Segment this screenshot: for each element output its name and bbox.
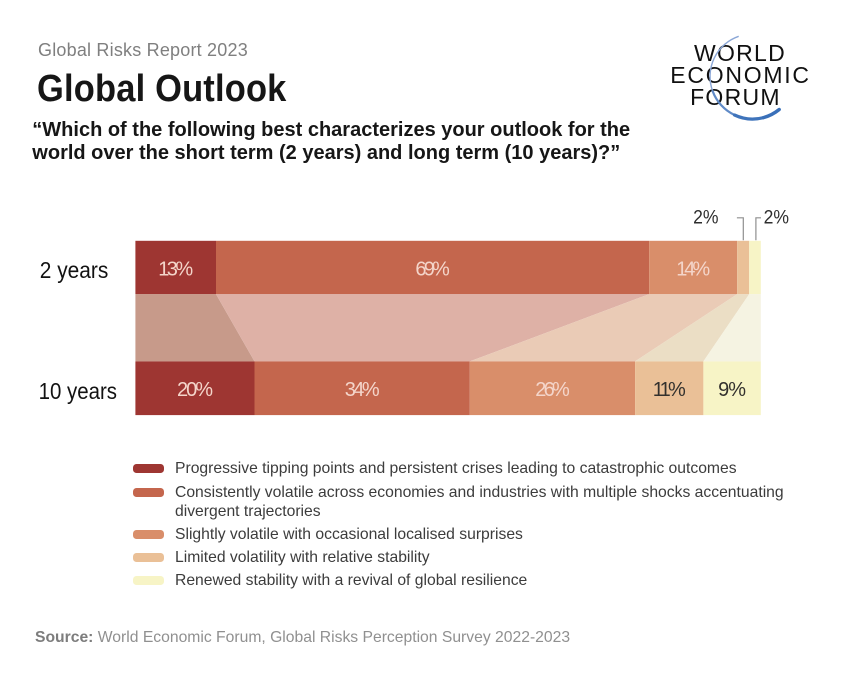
svg-text:2 years: 2 years (40, 257, 109, 283)
svg-text:2%: 2% (693, 207, 718, 229)
svg-text:11%: 11% (653, 379, 686, 401)
svg-text:14%: 14% (676, 259, 710, 281)
svg-text:9%: 9% (718, 379, 746, 401)
svg-text:2%: 2% (764, 207, 789, 229)
svg-text:10 years: 10 years (39, 378, 117, 404)
svg-text:69%: 69% (415, 259, 450, 281)
svg-text:13%: 13% (158, 259, 193, 281)
svg-text:34%: 34% (345, 379, 380, 401)
svg-text:26%: 26% (535, 379, 570, 401)
svg-text:20%: 20% (177, 379, 213, 401)
